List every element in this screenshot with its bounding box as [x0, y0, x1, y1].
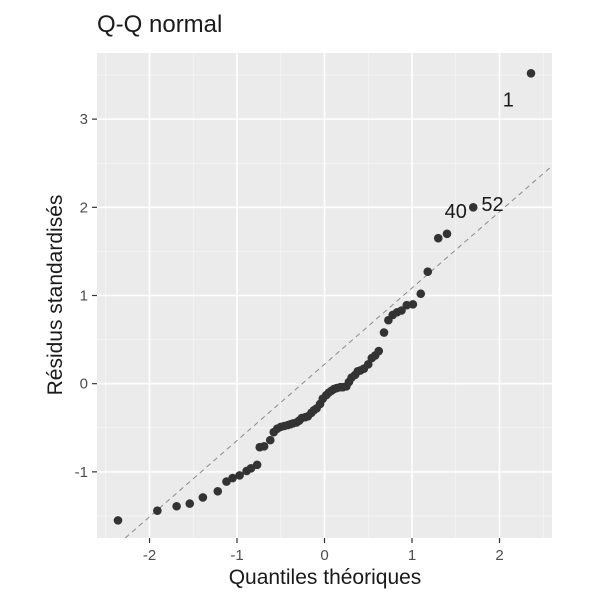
x-tick-label: 0 [320, 547, 328, 564]
y-axis-label: Résidus standardisés [44, 195, 67, 396]
data-point [265, 435, 275, 445]
x-tick-label: 1 [408, 547, 416, 564]
data-point [468, 203, 478, 212]
data-point [408, 300, 418, 309]
x-tick-label: 2 [495, 547, 503, 564]
data-point [213, 486, 223, 496]
x-axis: -2 -1 0 1 2 [143, 538, 504, 564]
x-tick-label: -1 [230, 547, 243, 564]
reference-line [124, 165, 553, 539]
data-point [416, 289, 426, 299]
data-point [259, 441, 269, 451]
x-tick-label: -2 [143, 547, 156, 564]
x-axis-label: Quantiles théoriques [229, 566, 422, 589]
y-tick-label: 1 [80, 288, 88, 305]
data-point [526, 68, 536, 78]
data-point [442, 229, 452, 239]
y-tick-label: -1 [75, 464, 88, 481]
data-point [397, 306, 406, 315]
data-points [113, 68, 536, 525]
data-point [153, 506, 162, 515]
y-tick-label: 2 [80, 199, 88, 216]
data-point [228, 473, 237, 483]
chart-title: Q-Q normal [97, 11, 222, 38]
data-point [185, 499, 195, 508]
point-label: 52 [481, 194, 503, 216]
major-grid [97, 53, 552, 538]
data-point [423, 267, 433, 276]
data-point [252, 460, 262, 470]
point-annotations: 1 40 52 [445, 90, 514, 223]
y-tick-label: 3 [80, 111, 88, 128]
y-axis: -1 0 1 2 3 [75, 111, 97, 481]
data-point [198, 493, 208, 502]
point-label: 1 [503, 90, 514, 112]
data-point [433, 233, 443, 243]
data-point [113, 516, 123, 525]
y-tick-label: 0 [80, 376, 88, 393]
point-label: 40 [445, 201, 467, 223]
data-point [374, 346, 384, 356]
data-point [172, 501, 181, 511]
data-point [379, 328, 389, 337]
data-point [235, 471, 244, 480]
